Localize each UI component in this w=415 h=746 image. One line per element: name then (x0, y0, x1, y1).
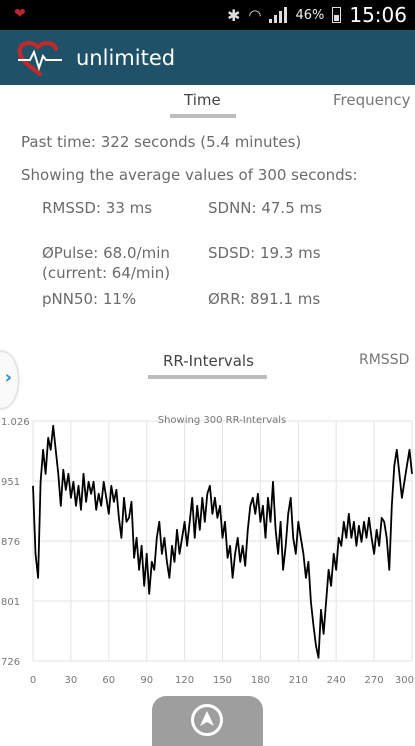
app-bar: unlimited (0, 30, 415, 85)
app-notification-icon: ❤ (14, 6, 26, 22)
y-tick-label: 876 (1, 537, 20, 548)
x-tick-label: 120 (175, 675, 194, 686)
chart-title: Showing 300 RR-Intervals (158, 415, 287, 426)
tab-rr-intervals-indicator (148, 375, 267, 379)
rmssd-value: RMSSD: 33 ms (42, 199, 153, 217)
past-time-text: Past time: 322 seconds (5.4 minutes) (21, 133, 302, 151)
status-bar: ❤ ✱ ◠ 46% 15:06 (0, 0, 415, 30)
x-tick-label: 90 (140, 675, 153, 686)
y-tick-label: 801 (1, 597, 20, 608)
pulse-value: ØPulse: 68.0/min (42, 244, 170, 262)
x-tick-label: 180 (251, 675, 270, 686)
rr-series-line (32, 424, 413, 659)
navigation-arrow-icon (191, 704, 223, 736)
x-axis-labels: 0 30 60 90 120 150 180 210 240 270 300 (30, 675, 414, 686)
tab-time-indicator (170, 114, 236, 118)
x-tick-label: 210 (289, 675, 308, 686)
sdsd-value: SDSD: 19.3 ms (208, 244, 321, 262)
bluetooth-icon: ✱ (226, 5, 241, 25)
y-axis-labels: 726 801 876 951 1.026 (1, 417, 30, 668)
navigate-button[interactable] (152, 696, 263, 746)
y-tick-label: 951 (1, 477, 20, 488)
y-tick-label: 726 (1, 657, 20, 668)
clock: 15:06 (349, 3, 407, 27)
tab-frequency[interactable]: Frequency (333, 91, 411, 109)
tab-rr-intervals[interactable]: RR-Intervals (163, 352, 254, 370)
rr-interval-chart: 726 801 876 951 1.026 0 30 60 90 120 150 180 210 240… (1, 415, 414, 686)
drawer-handle[interactable]: › (0, 352, 18, 408)
top-tab-bar: Time Frequency (0, 85, 415, 125)
x-tick-label: 150 (213, 675, 232, 686)
showing-average-text: Showing the average values of 300 second… (21, 166, 358, 184)
chevron-right-icon: › (4, 367, 12, 388)
chart-grid (32, 420, 413, 662)
x-tick-label: 60 (102, 675, 115, 686)
battery-percent: 46% (295, 7, 325, 23)
sdnn-value: SDNN: 47.5 ms (208, 199, 322, 217)
tab-time[interactable]: Time (184, 91, 221, 109)
y-tick-label: 1.026 (1, 417, 30, 428)
x-tick-label: 30 (65, 675, 78, 686)
x-tick-label: 240 (327, 675, 346, 686)
x-tick-label: 0 (30, 675, 36, 686)
heart-pulse-logo-icon[interactable] (16, 38, 64, 78)
signal-icon (269, 7, 288, 23)
rr-value: ØRR: 891.1 ms (208, 290, 321, 308)
x-tick-label: 300 (395, 675, 414, 686)
pulse-current-value: (current: 64/min) (42, 264, 171, 282)
battery-icon (332, 7, 342, 23)
tab-rmssd[interactable]: RMSSD (359, 352, 410, 368)
pnn50-value: pNN50: 11% (42, 290, 137, 308)
app-title: unlimited (76, 45, 176, 70)
wifi-icon: ◠ (248, 6, 262, 24)
x-tick-label: 270 (365, 675, 384, 686)
